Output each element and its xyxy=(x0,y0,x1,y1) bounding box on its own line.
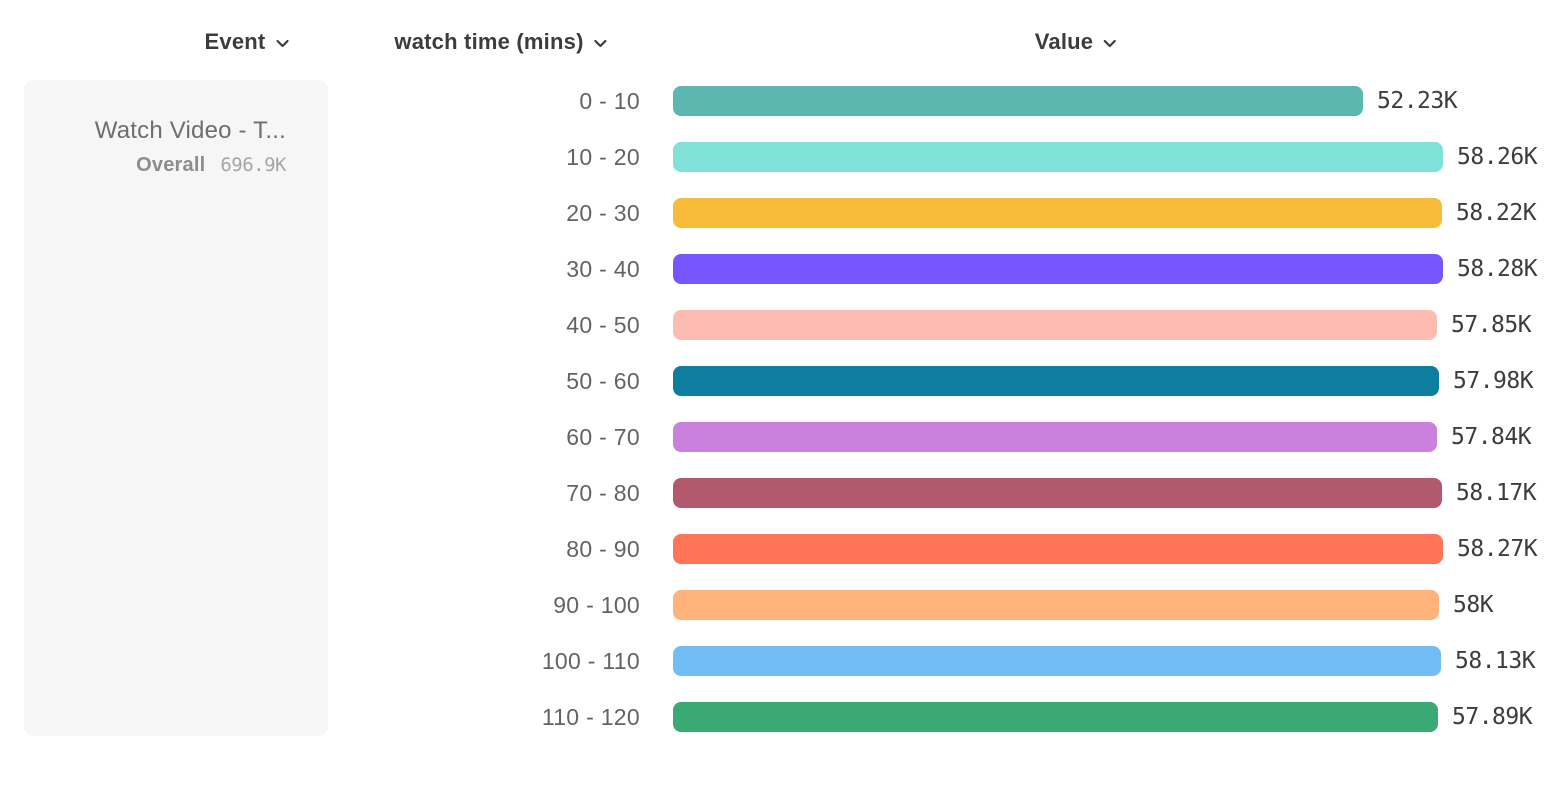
value-label: 57.98K xyxy=(1453,368,1534,394)
chart-row: 30 - 40 58.28K xyxy=(0,241,1568,297)
chart-row: 40 - 50 57.85K xyxy=(0,297,1568,353)
column-header-watch-time[interactable]: watch time (mins) xyxy=(394,29,607,55)
column-header-value[interactable]: Value xyxy=(1035,29,1117,55)
bucket-label: 20 - 30 xyxy=(566,199,640,226)
value-label: 57.89K xyxy=(1452,704,1533,730)
column-header-event[interactable]: Event xyxy=(205,29,290,55)
bar[interactable] xyxy=(673,534,1443,564)
bar[interactable] xyxy=(673,366,1439,396)
chart-row: 0 - 10 52.23K xyxy=(0,73,1568,129)
bar[interactable] xyxy=(673,310,1437,340)
chevron-down-icon xyxy=(594,39,608,48)
chevron-down-icon xyxy=(275,39,289,48)
bar[interactable] xyxy=(673,422,1437,452)
value-label: 58.17K xyxy=(1456,480,1537,506)
bar[interactable] xyxy=(673,702,1438,732)
chart-row: 50 - 60 57.98K xyxy=(0,353,1568,409)
chart-row: 90 - 100 58K xyxy=(0,577,1568,633)
bar[interactable] xyxy=(673,646,1441,676)
bucket-label: 10 - 20 xyxy=(566,143,640,170)
chart-row: 60 - 70 57.84K xyxy=(0,409,1568,465)
bucket-label: 50 - 60 xyxy=(566,367,640,394)
chart-row: 70 - 80 58.17K xyxy=(0,465,1568,521)
chart-row: 80 - 90 58.27K xyxy=(0,521,1568,577)
bucket-label: 80 - 90 xyxy=(566,535,640,562)
chart-rows: 0 - 10 52.23K 10 - 20 58.26K 20 - 30 58.… xyxy=(0,73,1568,745)
bucket-label: 40 - 50 xyxy=(566,311,640,338)
overall-value: 696.9K xyxy=(220,154,286,176)
column-header-event-label: Event xyxy=(204,29,266,54)
bucket-label: 90 - 100 xyxy=(553,591,640,618)
bar[interactable] xyxy=(673,198,1442,228)
bucket-label: 60 - 70 xyxy=(566,423,640,450)
event-title: Watch Video - T... xyxy=(94,117,286,144)
bar[interactable] xyxy=(673,478,1442,508)
bucket-label: 100 - 110 xyxy=(541,647,640,674)
value-label: 57.84K xyxy=(1451,424,1532,450)
value-label: 58K xyxy=(1453,592,1494,618)
value-label: 52.23K xyxy=(1377,88,1458,114)
bucket-label: 70 - 80 xyxy=(566,479,640,506)
value-label: 57.85K xyxy=(1451,312,1532,338)
event-overall-row: Overall 696.9K xyxy=(24,154,286,177)
bar[interactable] xyxy=(673,142,1443,172)
column-header-value-label: Value xyxy=(1034,29,1094,54)
chart-row: 10 - 20 58.26K xyxy=(0,129,1568,185)
bucket-label: 30 - 40 xyxy=(566,255,640,282)
chart-row: 20 - 30 58.22K xyxy=(0,185,1568,241)
bar[interactable] xyxy=(673,254,1443,284)
value-label: 58.13K xyxy=(1455,648,1536,674)
bar[interactable] xyxy=(673,590,1439,620)
value-label: 58.26K xyxy=(1457,144,1538,170)
column-header-watch-time-label: watch time (mins) xyxy=(394,29,584,54)
value-label: 58.28K xyxy=(1457,256,1538,282)
bucket-label: 0 - 10 xyxy=(579,87,640,114)
event-card[interactable]: Watch Video - T... Overall 696.9K xyxy=(24,80,328,736)
bar[interactable] xyxy=(673,86,1363,116)
bucket-label: 110 - 120 xyxy=(541,703,640,730)
chart-row: 110 - 120 57.89K xyxy=(0,689,1568,745)
overall-label: Overall xyxy=(136,154,206,176)
chart-row: 100 - 110 58.13K xyxy=(0,633,1568,689)
value-label: 58.22K xyxy=(1456,200,1537,226)
chevron-down-icon xyxy=(1103,39,1117,48)
value-label: 58.27K xyxy=(1457,536,1538,562)
